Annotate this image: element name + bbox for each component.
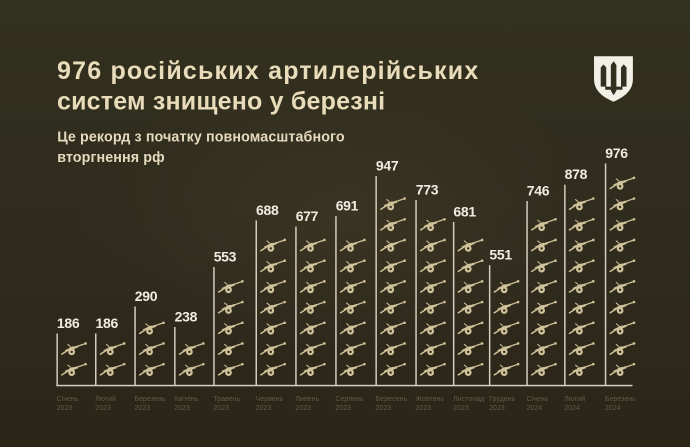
svg-text:Листопад: Листопад [453,396,484,403]
svg-text:2023: 2023 [135,405,151,412]
svg-text:551: 551 [489,247,512,263]
svg-text:186: 186 [57,315,80,331]
svg-text:вторгнення рф: вторгнення рф [57,150,165,166]
svg-text:Серпень: Серпень [335,396,364,403]
svg-text:2023: 2023 [376,405,392,412]
svg-text:Лютий: Лютий [95,395,116,403]
svg-text:691: 691 [336,198,359,214]
svg-text:2023: 2023 [489,405,505,412]
svg-text:Березень: Березень [605,396,636,403]
svg-text:878: 878 [565,166,588,182]
svg-text:2023: 2023 [416,405,432,412]
svg-text:2023: 2023 [453,405,469,412]
svg-text:Жовтень: Жовтень [416,396,445,403]
svg-text:553: 553 [214,249,237,265]
svg-text:677: 677 [296,208,319,224]
svg-text:976: 976 [605,145,628,161]
svg-text:2024: 2024 [564,405,580,412]
svg-text:2023: 2023 [57,405,73,412]
svg-text:688: 688 [256,202,279,218]
svg-text:2023: 2023 [95,405,111,412]
svg-text:Це рекорд з початку повномасшт: Це рекорд з початку повномасштабного [57,130,345,146]
svg-text:2024: 2024 [605,405,621,412]
svg-text:290: 290 [135,288,158,304]
svg-text:Квітень: Квітень [174,395,199,403]
svg-text:Вересень: Вересень [376,396,408,403]
svg-text:976 російських артилерійських: 976 російських артилерійських [57,57,479,85]
svg-text:Травень: Травень [213,396,240,403]
svg-text:2023: 2023 [213,405,229,412]
svg-text:238: 238 [175,309,198,325]
svg-text:Липень: Липень [295,396,319,403]
svg-text:773: 773 [416,182,439,198]
svg-text:Червень: Червень [256,396,284,403]
svg-text:186: 186 [96,315,119,331]
svg-text:2024: 2024 [527,405,543,412]
svg-text:746: 746 [527,183,550,199]
svg-text:Січень: Січень [527,395,549,403]
svg-text:947: 947 [376,158,399,174]
svg-text:681: 681 [453,204,476,220]
svg-text:2023: 2023 [174,405,190,412]
svg-text:2023: 2023 [256,405,272,412]
svg-text:Січень: Січень [57,395,79,403]
svg-text:2023: 2023 [295,405,311,412]
svg-text:2023: 2023 [335,405,351,412]
svg-text:Лютий: Лютий [564,395,585,403]
svg-text:систем знищено у березні: систем знищено у березні [57,88,385,116]
svg-text:Березень: Березень [135,396,166,403]
svg-text:Грудень: Грудень [489,396,516,403]
